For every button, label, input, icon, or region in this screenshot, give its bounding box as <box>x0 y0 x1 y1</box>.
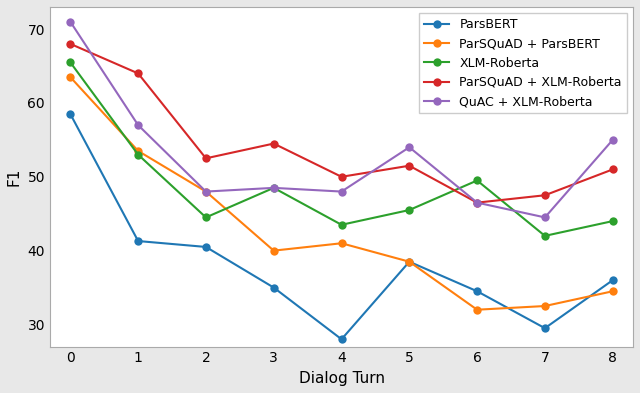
ParsBERT <box>473 289 481 294</box>
ParSQuAD + ParsBERT <box>338 241 346 246</box>
Line: ParSQuAD + ParsBERT: ParSQuAD + ParsBERT <box>66 73 617 314</box>
QuAC + XLM-Roberta <box>541 215 548 220</box>
ParSQuAD + ParsBERT <box>67 75 74 79</box>
XLM-Roberta <box>541 233 548 238</box>
QuAC + XLM-Roberta <box>406 145 413 150</box>
XLM-Roberta <box>67 60 74 65</box>
ParSQuAD + ParsBERT <box>541 304 548 309</box>
ParSQuAD + XLM-Roberta <box>134 71 142 76</box>
ParSQuAD + XLM-Roberta <box>67 42 74 46</box>
ParSQuAD + XLM-Roberta <box>541 193 548 198</box>
ParSQuAD + ParsBERT <box>406 259 413 264</box>
ParSQuAD + XLM-Roberta <box>202 156 210 161</box>
QuAC + XLM-Roberta <box>202 189 210 194</box>
X-axis label: Dialog Turn: Dialog Turn <box>298 371 385 386</box>
Line: ParsBERT: ParsBERT <box>66 110 617 343</box>
XLM-Roberta <box>609 219 616 224</box>
Line: QuAC + XLM-Roberta: QuAC + XLM-Roberta <box>66 18 617 222</box>
QuAC + XLM-Roberta <box>473 200 481 205</box>
XLM-Roberta <box>134 152 142 157</box>
QuAC + XLM-Roberta <box>338 189 346 194</box>
ParSQuAD + ParsBERT <box>473 307 481 312</box>
ParSQuAD + ParsBERT <box>270 248 278 253</box>
ParsBERT <box>338 337 346 342</box>
ParsBERT <box>609 278 616 283</box>
ParSQuAD + XLM-Roberta <box>270 141 278 146</box>
ParSQuAD + XLM-Roberta <box>473 200 481 205</box>
ParSQuAD + XLM-Roberta <box>338 174 346 179</box>
Line: ParSQuAD + XLM-Roberta: ParSQuAD + XLM-Roberta <box>66 40 617 207</box>
QuAC + XLM-Roberta <box>134 123 142 127</box>
ParsBERT <box>270 285 278 290</box>
ParsBERT <box>406 259 413 264</box>
ParSQuAD + XLM-Roberta <box>609 167 616 172</box>
ParSQuAD + ParsBERT <box>609 289 616 294</box>
ParSQuAD + XLM-Roberta <box>406 163 413 168</box>
XLM-Roberta <box>406 208 413 212</box>
XLM-Roberta <box>270 185 278 190</box>
XLM-Roberta <box>473 178 481 183</box>
ParsBERT <box>67 112 74 116</box>
ParsBERT <box>202 244 210 249</box>
ParsBERT <box>134 239 142 243</box>
Legend: ParsBERT, ParSQuAD + ParsBERT, XLM-Roberta, ParSQuAD + XLM-Roberta, QuAC + XLM-R: ParsBERT, ParSQuAD + ParsBERT, XLM-Rober… <box>419 13 627 113</box>
XLM-Roberta <box>202 215 210 220</box>
XLM-Roberta <box>338 222 346 227</box>
QuAC + XLM-Roberta <box>67 19 74 24</box>
Line: XLM-Roberta: XLM-Roberta <box>66 58 617 240</box>
Y-axis label: F1: F1 <box>7 167 22 186</box>
ParsBERT <box>541 326 548 331</box>
QuAC + XLM-Roberta <box>609 138 616 142</box>
QuAC + XLM-Roberta <box>270 185 278 190</box>
ParSQuAD + ParsBERT <box>202 189 210 194</box>
ParSQuAD + ParsBERT <box>134 149 142 153</box>
